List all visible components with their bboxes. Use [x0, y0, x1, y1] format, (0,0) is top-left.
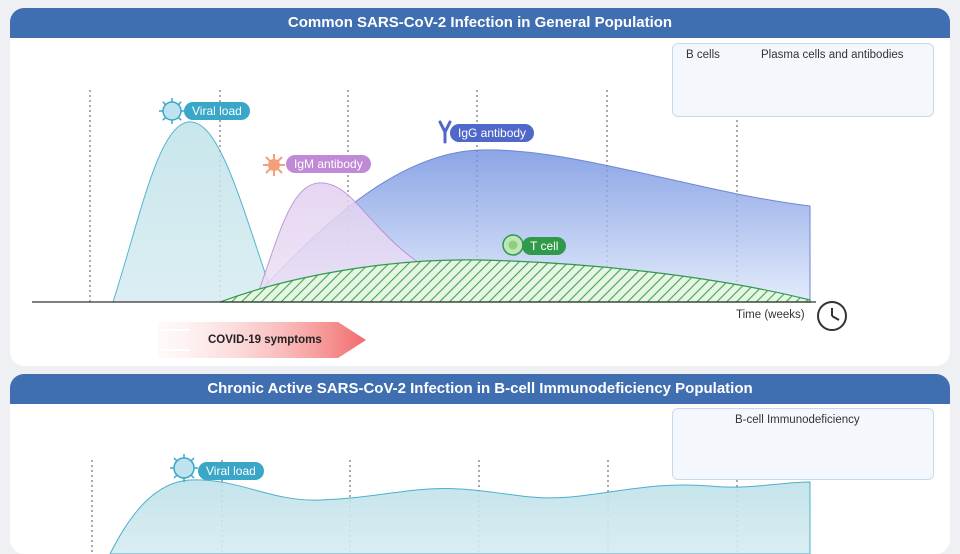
viral-load-curve — [112, 121, 276, 303]
igg-label: IgG antibody — [450, 124, 535, 142]
t-cell-curve — [219, 259, 811, 303]
igg-icon — [438, 120, 452, 144]
legend-box — [672, 43, 934, 117]
time-axis-label: Time (weeks) — [736, 309, 805, 321]
igm-icon — [263, 154, 285, 176]
igm-label: IgM antibody — [286, 155, 371, 173]
t-cell-label: T cell — [522, 237, 567, 255]
symptoms-label: COVID-19 symptoms — [208, 334, 322, 346]
legend-plasma: Plasma cells and antibodies — [761, 49, 904, 61]
virus-icon — [170, 454, 198, 482]
chronic-infection-panel: Chronic Active SARS-CoV-2 Infection in B… — [10, 374, 950, 554]
legend-box — [672, 408, 934, 480]
legend-b-cells: B cells — [686, 49, 720, 61]
general-population-panel: Common SARS-CoV-2 Infection in General P… — [10, 8, 950, 366]
chronic-viral-load-curve — [109, 479, 811, 554]
virus-icon — [159, 98, 185, 124]
symptoms-arrow — [158, 322, 366, 358]
panel-title: Chronic Active SARS-CoV-2 Infection in B… — [10, 374, 950, 404]
general-diagram — [32, 68, 908, 358]
viral-load-label: Viral load — [184, 102, 250, 120]
legend-title: B-cell Immunodeficiency — [735, 414, 860, 426]
t-cell-icon — [502, 234, 524, 256]
clock-icon — [817, 301, 847, 331]
symptoms-arrow-streaks — [160, 329, 190, 351]
viral-load-label: Viral load — [198, 462, 264, 480]
panel-title: Common SARS-CoV-2 Infection in General P… — [10, 8, 950, 38]
